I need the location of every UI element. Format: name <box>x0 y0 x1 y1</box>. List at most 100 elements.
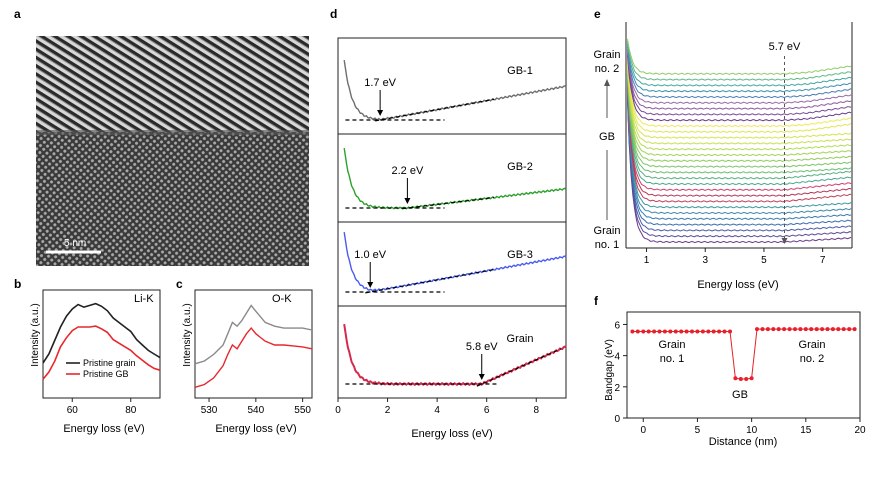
panel-f-point <box>771 327 776 332</box>
panel-c-xtick-label: 530 <box>201 405 218 416</box>
panel-f-point <box>836 327 841 332</box>
panel-e-xlabel: Energy loss (eV) <box>697 279 778 291</box>
panel-e-spectrum-23 <box>627 51 852 110</box>
panel-label-a: a <box>14 7 21 21</box>
panel-f-point <box>679 329 684 334</box>
legend-label-pristine-gb: Pristine GB <box>83 369 129 379</box>
panel-f-point <box>668 329 673 334</box>
panel-f-point <box>847 327 852 332</box>
panel-e-spectrum-15 <box>627 68 852 157</box>
panel-e-spectrum-6 <box>627 88 852 209</box>
panel-e-spectrum-18 <box>627 62 852 139</box>
panel-f-region-left-line2: no. 1 <box>660 353 684 365</box>
panel-c-xtick-label: 550 <box>294 405 311 416</box>
panel-d-xtick-label: 0 <box>335 405 341 416</box>
panel-f-point <box>803 327 808 332</box>
panel-d-stacked-spectra: 1.7 eV GB-1 2.2 eV GB-2 1.0 eV GB-3 5.8 eV Grai… <box>335 37 567 416</box>
panel-f-point <box>646 329 651 334</box>
panel-e-spectrum-8 <box>627 83 852 197</box>
panel-b-xtick-label: 60 <box>67 405 79 416</box>
panel-f-point <box>652 329 657 334</box>
panel-d-subpanel-label: GB-1 <box>507 65 533 77</box>
panel-e-spectrum-27 <box>627 42 852 87</box>
panel-f-point <box>635 329 640 334</box>
panel-d-tangent-2 <box>365 268 495 294</box>
panel-f-xlabel: Distance (nm) <box>709 436 777 448</box>
panel-f-point <box>830 327 835 332</box>
panel-d-frame-2 <box>337 221 567 307</box>
panel-e-xtick-label: 5 <box>761 255 767 266</box>
panel-b-series-pristine-grain <box>42 302 161 364</box>
panel-f-point <box>717 329 722 334</box>
panel-e-spectrum-13 <box>627 72 852 168</box>
panel-f-ytick-label: 2 <box>614 383 620 394</box>
panel-f-frame <box>626 311 861 419</box>
panel-f-point <box>787 327 792 332</box>
panel-f-xtick-label: 20 <box>854 425 866 436</box>
panel-e-spectrum-12 <box>627 75 852 174</box>
panel-f-region-right-line1: Grain <box>799 339 826 351</box>
panel-f-region-gb: GB <box>732 389 748 401</box>
panel-f-ylabel: Bandgap (eV) <box>604 339 615 401</box>
panel-e-spectrum-2 <box>627 97 852 232</box>
panel-label-d: d <box>330 7 337 21</box>
panel-e-label-gb: GB <box>599 131 615 143</box>
panel-f-point <box>630 329 635 334</box>
panel-f-point <box>706 329 711 334</box>
panel-d-tangent-1 <box>402 196 495 210</box>
panel-f-point <box>798 327 803 332</box>
panel-c-o-k-chart: 530 540 550 <box>194 289 313 416</box>
panel-f-point <box>673 329 678 334</box>
panel-d-arrowhead-2 <box>367 282 374 288</box>
panel-b-frame <box>42 289 161 399</box>
panel-c-ylabel: Intensity (a.u.) <box>182 303 193 366</box>
panel-f-point <box>782 327 787 332</box>
panel-e-label-top-line2: no. 2 <box>595 63 619 75</box>
panel-f-point <box>695 329 700 334</box>
panel-e-spectrum-21 <box>627 55 852 122</box>
panel-e-spectrum-28 <box>627 40 852 81</box>
panel-c-series-upper <box>194 304 313 365</box>
panel-d-xtick-label: 2 <box>385 405 391 416</box>
panel-f-point <box>684 329 689 334</box>
panel-e-spectrum-29 <box>627 38 852 75</box>
panel-c-xlabel: Energy loss (eV) <box>215 423 296 435</box>
panel-e-xtick-label: 7 <box>820 255 826 266</box>
panel-e-up-arrowhead <box>604 79 610 86</box>
panel-e-annotation-arrowhead <box>781 238 788 244</box>
panel-f-point <box>662 329 667 334</box>
panel-e-spectrum-5 <box>627 91 852 215</box>
panel-a-tem-image: 5 nm <box>36 36 309 266</box>
panel-f-point <box>749 376 754 381</box>
panel-f-point <box>690 329 694 334</box>
panel-f-xtick-label: 5 <box>695 425 701 436</box>
panel-c-series-lower <box>194 327 313 388</box>
panel-f-ytick-label: 6 <box>614 320 620 331</box>
panel-e-label-bottom-line1: Grain <box>594 225 621 237</box>
panel-d-subpanel-label: GB-3 <box>507 249 533 261</box>
panel-e-spectrum-19 <box>627 59 852 133</box>
panel-f-bandgap-chart: 0 5 10 15 20 0 2 4 6 <box>614 311 866 436</box>
panel-d-onset-label: 1.7 eV <box>364 77 396 89</box>
panel-b-title: Li-K <box>134 293 154 305</box>
panel-c-frame <box>194 289 313 399</box>
panel-f-xtick-label: 15 <box>800 425 812 436</box>
panel-e-spectrum-7 <box>627 85 852 203</box>
panel-d-xlabel: Energy loss (eV) <box>411 428 492 440</box>
panel-f-point <box>728 329 732 334</box>
panel-f-point <box>744 377 749 381</box>
panel-d-spectrum-gb-2 <box>343 147 567 210</box>
panel-f-point <box>738 377 743 381</box>
panel-f-point <box>765 327 770 332</box>
panel-e-spectrum-22 <box>627 53 852 116</box>
panel-f-point <box>820 327 825 332</box>
panel-e-spectrum-4 <box>627 93 852 220</box>
panel-c-title: O-K <box>272 293 292 305</box>
panel-d-xtick-label: 4 <box>434 405 440 416</box>
panel-f-point <box>722 329 727 334</box>
panel-b-series-pristine-gb <box>42 325 161 380</box>
panel-c-xtick-label: 540 <box>247 405 264 416</box>
panel-e-spectrum-24 <box>627 49 852 104</box>
panel-e-spectrum-25 <box>627 46 852 99</box>
panel-d-subpanel-label: GB-2 <box>507 161 533 173</box>
